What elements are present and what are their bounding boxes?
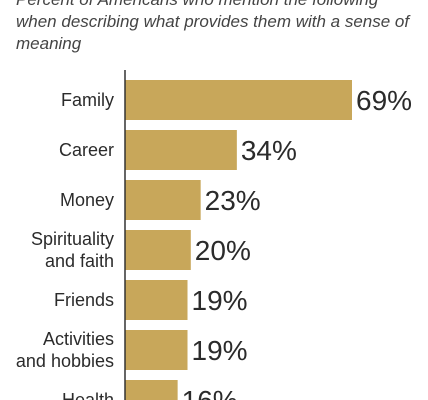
value-label: 16% [182, 385, 238, 400]
category-label: Money [60, 190, 114, 210]
category-label: Friends [54, 290, 114, 310]
value-label: 19% [192, 335, 248, 366]
category-label: and faith [45, 251, 114, 271]
bar [125, 230, 191, 270]
category-label: Activities [43, 329, 114, 349]
bar [125, 130, 237, 170]
subtitle-line-3: meaning [16, 34, 82, 53]
bar [125, 380, 178, 400]
value-label: 23% [205, 185, 261, 216]
subtitle-line-2: when describing what provides them with … [16, 12, 410, 31]
category-label: Career [59, 140, 114, 160]
bar [125, 280, 188, 320]
bar [125, 330, 188, 370]
category-label: Health [62, 390, 114, 400]
value-label: 20% [195, 235, 251, 266]
category-label: Spirituality [31, 229, 114, 249]
value-label: 34% [241, 135, 297, 166]
chart-subtitle: Percent of Americans who mention the fol… [16, 0, 426, 55]
category-label: and hobbies [16, 351, 114, 371]
bar [125, 180, 201, 220]
category-label: Family [61, 90, 114, 110]
value-label: 19% [192, 285, 248, 316]
subtitle-line-1: Percent of Americans who mention the fol… [16, 0, 426, 11]
bar [125, 80, 352, 120]
value-label: 69% [356, 85, 412, 116]
